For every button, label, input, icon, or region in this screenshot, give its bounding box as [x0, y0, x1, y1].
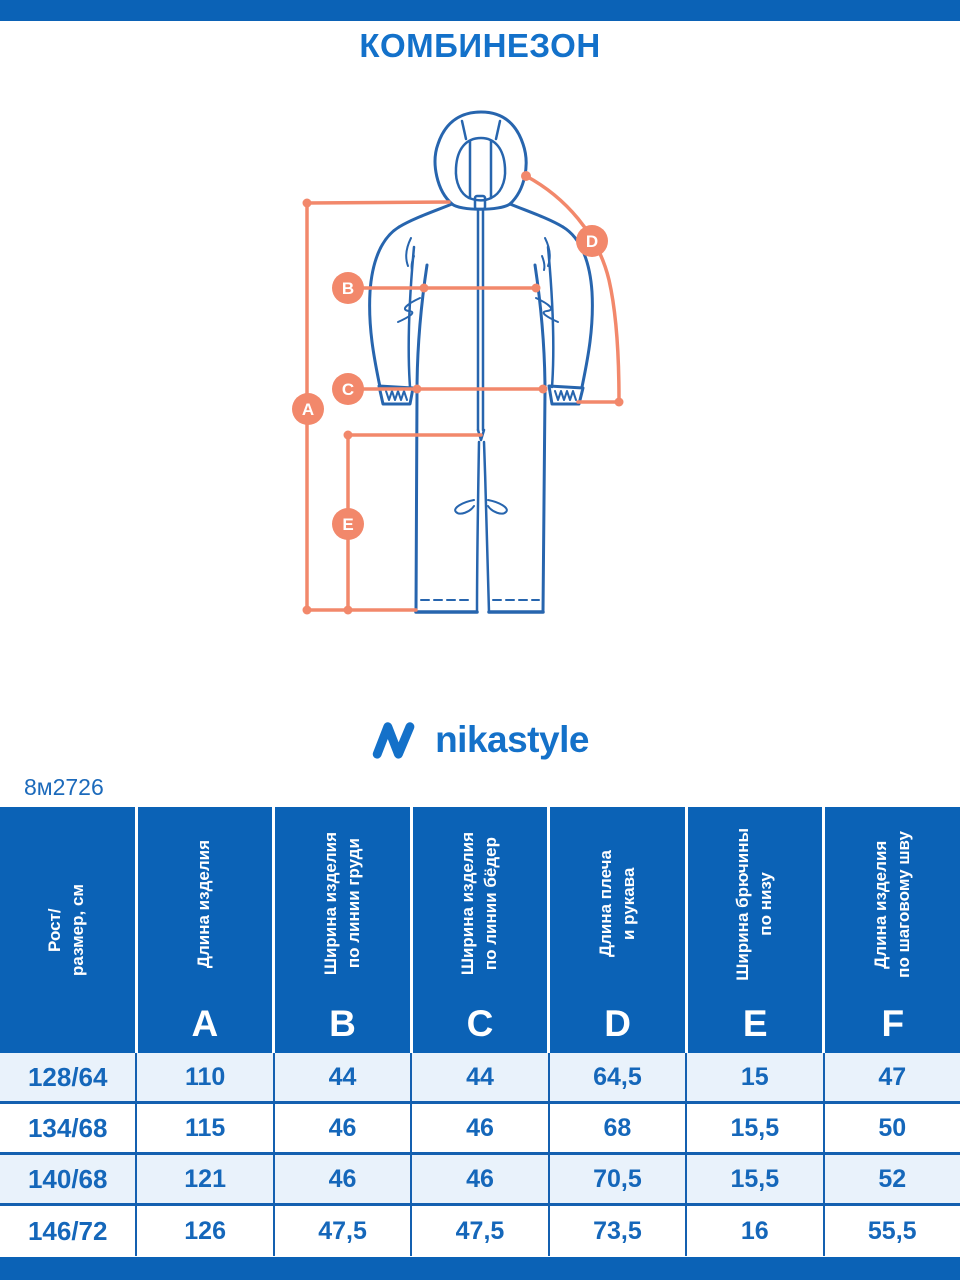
header-cell-d: Длина плеча и рукава D — [550, 807, 688, 1053]
value-c: 46 — [412, 1155, 550, 1203]
value-e: 16 — [687, 1206, 825, 1256]
value-d: 64,5 — [550, 1053, 688, 1101]
product-code: 8м2726 — [24, 774, 104, 800]
table-row: 146/72 126 47,5 47,5 73,5 16 55,5 — [0, 1206, 960, 1256]
shoulder-left — [397, 202, 454, 229]
header-label: Ширина изделия — [320, 832, 340, 976]
nikastyle-logo-icon — [372, 722, 415, 759]
value-f: 47 — [878, 1062, 907, 1091]
header-label: Длина изделия — [870, 839, 890, 969]
header-letter: C — [466, 1003, 494, 1044]
size-table-header: Рост/ размер, см Длина изделия A Ширина … — [0, 807, 960, 1053]
header-letter: D — [604, 1003, 631, 1044]
header-label: по линии бёдер — [481, 837, 501, 971]
value-e: 15,5 — [687, 1104, 825, 1152]
size-value: 140/68 — [0, 1155, 138, 1203]
header-label: Ширина изделия — [458, 832, 478, 976]
value-a: 126 — [137, 1206, 275, 1256]
value-a: 110 — [137, 1053, 275, 1101]
body-left-edge — [414, 263, 429, 614]
sleeve-left — [368, 225, 416, 406]
header-cell-f: Длина изделия по шаговому шву F — [825, 807, 960, 1053]
measure-line-e — [346, 433, 483, 612]
header-cell-a: Длина изделия A — [138, 807, 276, 1053]
svg-text:B: B — [342, 279, 354, 298]
brand-logo: nikastyle — [0, 710, 960, 770]
header-cell-b: Ширина изделия по линии груди B — [275, 807, 413, 1053]
header-letter: F — [881, 1003, 905, 1044]
header-label: Рост/ — [45, 908, 65, 952]
marker-b: B — [332, 272, 364, 304]
header-label: размер, см — [68, 884, 88, 976]
bottom-accent-bar — [0, 1257, 960, 1280]
value-a: 121 — [137, 1155, 275, 1203]
svg-text:A: A — [302, 400, 314, 419]
value-b: 47,5 — [275, 1206, 413, 1256]
measurement-markers: A B C D E — [292, 225, 608, 540]
size-value: 146/72 — [0, 1206, 138, 1256]
table-row: 140/68 121 46 46 70,5 15,5 52 — [0, 1155, 960, 1206]
svg-text:C: C — [342, 380, 354, 399]
size-value: 128/64 — [0, 1053, 138, 1101]
value-f: 50 — [878, 1113, 907, 1142]
header-letter: A — [191, 1003, 219, 1044]
header-label: и рукава — [618, 867, 638, 941]
value-c: 44 — [412, 1053, 550, 1101]
header-label: по низу — [756, 872, 776, 936]
size-value: 134/68 — [0, 1104, 138, 1152]
value-b: 46 — [275, 1104, 413, 1152]
value-e: 15,5 — [687, 1155, 825, 1203]
measure-line-d — [524, 174, 621, 404]
value-e: 15 — [687, 1053, 825, 1101]
header-letter: B — [329, 1003, 356, 1044]
value-d: 73,5 — [550, 1206, 688, 1256]
legs — [414, 440, 545, 614]
measure-line-a — [305, 200, 451, 612]
brand-wordmark: nikastyle — [435, 719, 589, 760]
top-accent-bar — [0, 0, 960, 21]
size-table: Рост/ размер, см Длина изделия A Ширина … — [0, 807, 960, 1256]
table-row: 134/68 115 46 46 68 15,5 50 — [0, 1104, 960, 1155]
value-f: 52 — [878, 1164, 907, 1193]
marker-a: A — [292, 393, 324, 425]
value-c: 47,5 — [412, 1206, 550, 1256]
header-label: Длина плеча — [595, 850, 615, 958]
value-d: 70,5 — [550, 1155, 688, 1203]
shoulder-right — [508, 202, 565, 229]
zipper — [473, 194, 487, 442]
header-label: Ширина брючины — [733, 827, 753, 981]
marker-d: D — [576, 225, 608, 257]
marker-c: C — [332, 373, 364, 405]
svg-text:E: E — [342, 515, 353, 534]
header-cell-e: Ширина брючины по низу E — [688, 807, 826, 1053]
svg-text:D: D — [586, 232, 598, 251]
pocket-marks — [397, 237, 559, 515]
header-letter: E — [742, 1003, 768, 1044]
header-label: по шаговому шву — [893, 830, 913, 978]
hood — [433, 110, 528, 211]
value-c: 46 — [412, 1104, 550, 1152]
measurement-dots — [302, 171, 624, 615]
header-label: Длина изделия — [194, 839, 214, 969]
coverall-drawing — [368, 110, 594, 614]
value-f: 55,5 — [867, 1216, 917, 1245]
header-cell-size: Рост/ размер, см — [0, 807, 138, 1053]
table-row: 128/64 110 44 44 64,5 15 47 — [0, 1053, 960, 1104]
value-a: 115 — [137, 1104, 275, 1152]
page-title: КОМБИНЕЗОН — [359, 27, 601, 64]
header-cell-c: Ширина изделия по линии бёдер C — [413, 807, 551, 1053]
header-label: по линии груди — [343, 838, 363, 970]
value-b: 46 — [275, 1155, 413, 1203]
coverall-measurement-diagram: A B C D E — [292, 110, 624, 615]
value-d: 68 — [550, 1104, 688, 1152]
body-right-edge — [533, 263, 547, 614]
value-b: 44 — [275, 1053, 413, 1101]
marker-e: E — [332, 508, 364, 540]
